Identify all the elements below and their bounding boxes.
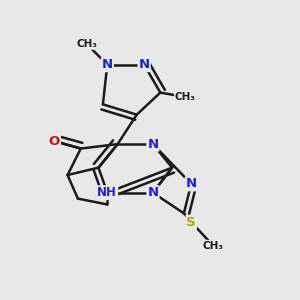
Text: N: N	[147, 138, 158, 151]
Text: CH₃: CH₃	[203, 241, 224, 251]
Text: N: N	[147, 186, 158, 199]
Text: CH₃: CH₃	[175, 92, 196, 102]
Text: N: N	[139, 58, 150, 71]
Text: N: N	[186, 177, 197, 190]
Text: O: O	[49, 135, 60, 148]
Text: CH₃: CH₃	[76, 39, 97, 49]
Text: S: S	[186, 216, 196, 229]
Text: N: N	[102, 58, 113, 71]
Text: NH: NH	[98, 186, 117, 199]
